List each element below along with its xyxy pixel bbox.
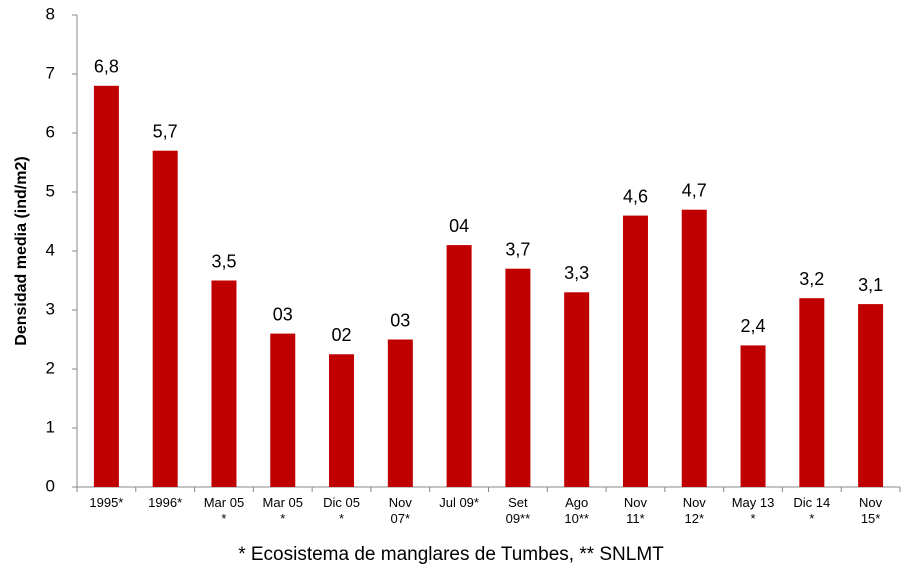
data-label: 4,6 <box>623 186 648 206</box>
bar <box>505 268 531 487</box>
x-tick-label: Nov 11* <box>623 495 648 526</box>
bar <box>387 339 413 487</box>
x-tick-label: Dic 05 * <box>323 495 360 526</box>
y-tick-label: 7 <box>46 63 55 82</box>
data-label: 04 <box>449 216 469 236</box>
bar <box>152 150 178 487</box>
x-tick-label: Nov 15* <box>859 495 883 526</box>
bar <box>681 209 707 487</box>
x-tick-label: 1996* <box>148 495 183 510</box>
bar <box>564 292 590 487</box>
y-tick-label: 3 <box>46 299 55 318</box>
data-label: 2,4 <box>741 316 766 336</box>
x-tick-label: Jul 09* <box>439 495 479 510</box>
bar <box>799 298 825 487</box>
bar <box>622 215 648 487</box>
footnote: * Ecosistema de manglares de Tumbes, ** … <box>238 544 664 565</box>
bar <box>446 245 472 487</box>
data-label: 5,7 <box>153 121 178 141</box>
data-label: 4,7 <box>682 180 707 200</box>
bar <box>858 304 884 487</box>
bar <box>740 345 766 487</box>
y-tick-label: 4 <box>46 240 55 259</box>
x-tick-label: Mar 05 * <box>203 495 245 526</box>
data-label: 03 <box>273 304 293 324</box>
data-label: 03 <box>390 310 410 330</box>
y-tick-label: 1 <box>46 417 55 436</box>
data-label: 3,7 <box>505 239 530 259</box>
y-tick-label: 8 <box>46 4 55 23</box>
bar <box>211 280 237 487</box>
x-tick-label: May 13 * <box>731 495 775 526</box>
data-label: 02 <box>332 325 352 345</box>
bar <box>270 333 296 487</box>
x-tick-label: 1995* <box>89 495 124 510</box>
data-label: 3,3 <box>564 263 589 283</box>
data-label: 6,8 <box>94 57 119 77</box>
y-tick-label: 0 <box>46 476 55 495</box>
data-label: 3,1 <box>858 275 883 295</box>
x-tick-label: Dic 14 * <box>793 495 831 526</box>
data-label: 3,2 <box>799 269 824 289</box>
x-tick-label: Mar 05 * <box>262 495 303 526</box>
bar <box>93 85 119 488</box>
data-label: 3,5 <box>211 251 236 271</box>
y-tick-label: 6 <box>46 122 55 141</box>
x-tick-label: Ago 10** <box>564 495 589 526</box>
y-tick-label: 5 <box>46 181 55 200</box>
x-tick-label: Nov 12* <box>682 495 706 526</box>
x-tick-label: Set 09** <box>505 495 531 526</box>
y-tick-label: 2 <box>46 358 55 377</box>
bar <box>329 354 355 487</box>
y-axis-label: Densidad media (ind/m2) <box>13 156 30 345</box>
x-tick-label: Nov 07* <box>388 495 412 526</box>
